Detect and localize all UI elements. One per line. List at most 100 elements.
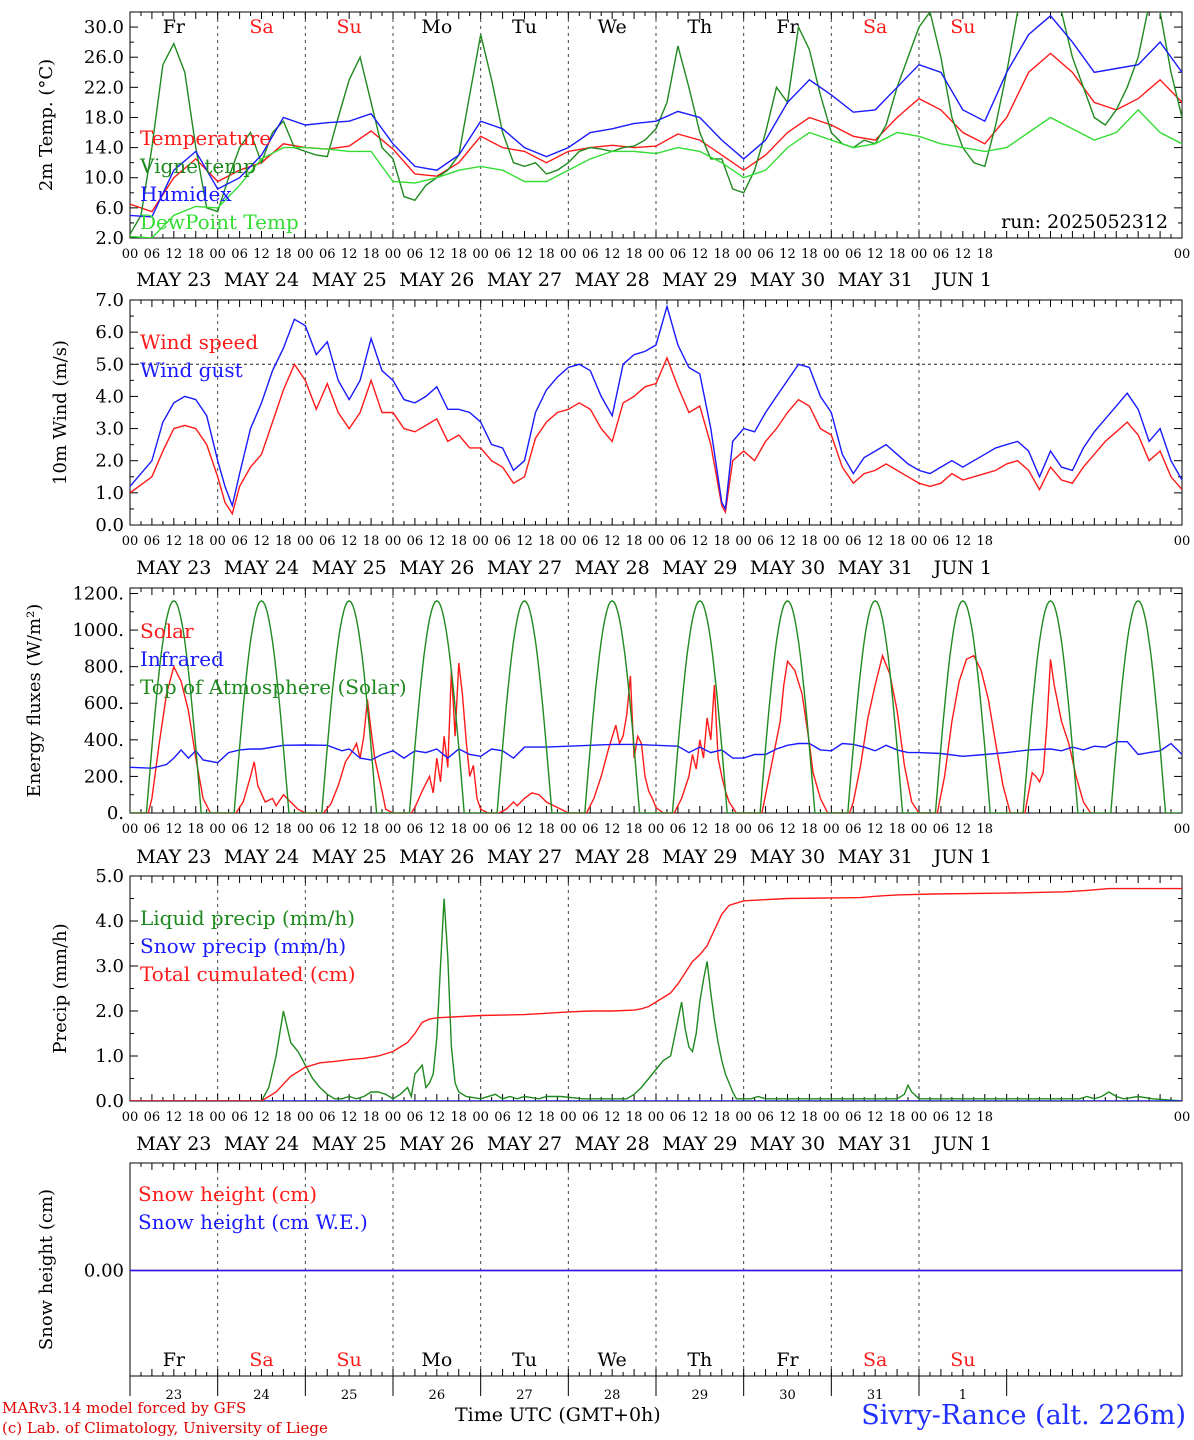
- hour-label: 06: [144, 247, 161, 262]
- hour-label: 12: [341, 247, 358, 262]
- y-tick-label: 18.0: [84, 107, 124, 128]
- hour-label: 00: [297, 822, 314, 837]
- legend-wind-speed: Wind speed: [140, 330, 258, 354]
- hour-label: 18: [801, 534, 818, 549]
- hour-label: 06: [144, 822, 161, 837]
- series-line-liquid-precip-mm-h: [130, 898, 1182, 1101]
- y-tick-label: 2.0: [95, 451, 124, 472]
- y-tick-label: 800.: [84, 657, 124, 678]
- date-label: MAY 31: [838, 846, 913, 868]
- hour-label: 06: [670, 247, 687, 262]
- hour-label: 00: [735, 822, 752, 837]
- hour-label: 00: [1174, 822, 1191, 837]
- date-label: MAY 25: [312, 269, 387, 291]
- model-credit: MARv3.14 model forced by GFS: [2, 1399, 247, 1417]
- hour-label: 12: [604, 534, 621, 549]
- y-axis-title: Precip (mm/h): [50, 923, 71, 1053]
- date-label: MAY 24: [224, 269, 299, 291]
- y-tick-label: 2.0: [95, 228, 124, 249]
- date-label: MAY 28: [575, 1133, 650, 1155]
- hour-label: 12: [429, 1110, 446, 1125]
- hour-label: 12: [779, 822, 796, 837]
- hour-label: 06: [845, 534, 862, 549]
- panel-5: 0.00 Snow height (cm) Snow height (cm) Snow…: [36, 1162, 1183, 1377]
- weekday-label: We: [598, 16, 627, 38]
- hour-label: 12: [166, 822, 183, 837]
- hour-label: 12: [166, 534, 183, 549]
- hour-label: 00: [472, 1110, 489, 1125]
- hour-label: 00: [735, 1110, 752, 1125]
- hour-label: 00: [648, 1110, 665, 1125]
- legend-temperature: Temperature: [140, 126, 271, 150]
- weekday-label-bottom: Sa: [863, 1349, 887, 1371]
- hour-label: 12: [253, 247, 270, 262]
- hour-label: 00: [209, 534, 226, 549]
- legend-infrared: Infrared: [140, 647, 224, 671]
- hour-label: 12: [166, 1110, 183, 1125]
- hour-label: 12: [429, 534, 446, 549]
- hour-label: 18: [363, 1110, 380, 1125]
- legend-dewpoint-temp: DewPoint Temp: [140, 210, 299, 234]
- hour-label: 18: [626, 822, 643, 837]
- hour-label: 12: [253, 534, 270, 549]
- hour-label: 18: [450, 1110, 467, 1125]
- date-label: MAY 28: [575, 557, 650, 579]
- hour-label: 18: [801, 822, 818, 837]
- hour-label: 06: [757, 822, 774, 837]
- y-tick-label: 4.0: [95, 386, 124, 407]
- date-label: MAY 27: [487, 846, 562, 868]
- date-label: MAY 27: [487, 269, 562, 291]
- y-axis-title: 2m Temp. (°C): [36, 59, 57, 191]
- hour-label: 18: [538, 822, 555, 837]
- y-tick-label: 14.0: [84, 138, 124, 159]
- hour-label: 12: [955, 1110, 972, 1125]
- hour-label: 06: [582, 247, 599, 262]
- date-label: JUN 1: [932, 1133, 992, 1155]
- panel-4: 0.0 1.0 2.0 3.0 4.0 5.0 Precip (mm/h) 00 06 12 18 M…: [50, 866, 1190, 1155]
- weekday-label-bottom: Th: [687, 1349, 712, 1371]
- date-label: MAY 24: [224, 846, 299, 868]
- hour-label: 18: [450, 822, 467, 837]
- hour-label: 12: [867, 534, 884, 549]
- hour-label: 12: [604, 247, 621, 262]
- weekday-label-bottom: Mo: [421, 1349, 452, 1371]
- hour-label: 12: [779, 534, 796, 549]
- panel-1: 2.0 6.0 10.0 14.0 18.0 22.0 26.0 30.0 2m Temp. (…: [36, 11, 1190, 291]
- hour-label: 18: [450, 247, 467, 262]
- hour-label: 18: [801, 1110, 818, 1125]
- hour-label: 06: [494, 822, 511, 837]
- y-tick-label: 200.: [84, 766, 124, 787]
- hour-label: 12: [692, 822, 709, 837]
- hour-label: 06: [757, 1110, 774, 1125]
- date-label: MAY 28: [575, 269, 650, 291]
- hour-label: 12: [429, 822, 446, 837]
- hour-label: 12: [516, 822, 533, 837]
- series-line-temperature: [130, 52, 1182, 213]
- series-line-vigne-temp: [130, 12, 1182, 235]
- hour-label: 00: [297, 1110, 314, 1125]
- y-tick-label: 30.0: [84, 17, 124, 38]
- hour-label: 06: [670, 1110, 687, 1125]
- date-label: JUN 1: [932, 557, 992, 579]
- weekday-label-bottom: Su: [337, 1349, 362, 1371]
- series-group: [130, 303, 1182, 516]
- hour-label: 06: [757, 247, 774, 262]
- hour-label: 00: [648, 822, 665, 837]
- hour-label: 12: [516, 1110, 533, 1125]
- hour-label: 18: [538, 534, 555, 549]
- legend-wind-gust: Wind gust: [140, 358, 243, 382]
- weekday-label: Sa: [249, 16, 273, 38]
- hour-label: 12: [253, 1110, 270, 1125]
- date-label: MAY 26: [399, 1133, 474, 1155]
- hour-label: 18: [363, 822, 380, 837]
- panel-3: 0. 200. 400. 600. 800. 1000. 1200. Energy fluxe…: [24, 583, 1190, 868]
- hour-label: 00: [648, 247, 665, 262]
- hour-label: 00: [209, 1110, 226, 1125]
- hour-label: 12: [604, 822, 621, 837]
- legend-total-cumulated-cm: Total cumulated (cm): [140, 962, 356, 986]
- date-label: MAY 29: [662, 1133, 737, 1155]
- date-label: MAY 24: [224, 557, 299, 579]
- hour-label: 12: [955, 534, 972, 549]
- hour-label: 06: [933, 1110, 950, 1125]
- weekday-label-bottom: Sa: [249, 1349, 273, 1371]
